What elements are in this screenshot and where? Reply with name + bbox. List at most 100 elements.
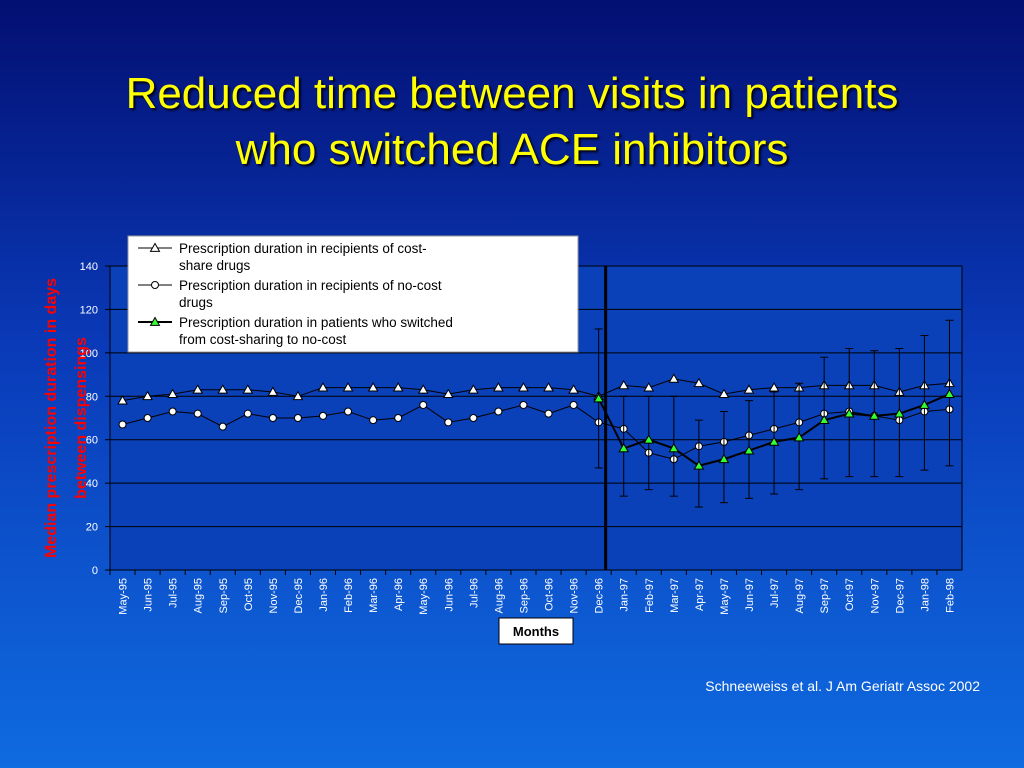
series-1-point-0 <box>117 395 128 405</box>
y-axis-ticks: 0 20 40 60 80 100 120 140 <box>80 261 110 577</box>
legend-marker-1 <box>149 242 161 252</box>
x-tick-label-Jan-97: Jan-97 <box>619 578 631 612</box>
legend: Prescription duration in recipients of c… <box>127 235 579 353</box>
x-tick-label-Feb-98: Feb-98 <box>944 578 956 613</box>
x-tick-label-Oct-97: Oct-97 <box>844 578 856 611</box>
series-1-point-23 <box>693 377 705 388</box>
series-1-point-25 <box>743 384 755 394</box>
x-tick-label-Feb-97: Feb-97 <box>644 578 656 613</box>
y-tick-label-20: 20 <box>86 522 98 534</box>
series-1-point-2 <box>167 388 179 398</box>
series-2-point-10 <box>369 416 378 425</box>
series-1-point-13 <box>442 388 454 398</box>
series-2-point-18 <box>569 400 578 409</box>
x-axis-label: Months <box>513 624 559 639</box>
legend-label-1-line-2: share drugs <box>179 258 251 273</box>
legend-label-3-line-2: from cost-sharing to no-cost <box>179 332 347 347</box>
series-1-point-14 <box>467 384 479 394</box>
series-1-point-22 <box>668 373 680 383</box>
x-tick-label-Jun-96: Jun-96 <box>443 578 455 612</box>
series-3-point-29 <box>843 408 855 418</box>
legend-label-2-line-1: Prescription duration in recipients of n… <box>179 278 442 293</box>
series-1-point-1 <box>142 390 153 401</box>
series-3-point-26 <box>768 436 780 446</box>
series-layer <box>117 319 955 508</box>
x-tick-label-May-96: May-96 <box>418 578 430 615</box>
slide-title: Reduced time between visits in patients … <box>40 66 984 178</box>
series-1-point-4 <box>217 384 229 394</box>
series-2-point-12 <box>419 400 428 409</box>
series-1-point-3 <box>192 384 204 394</box>
series-2-point-2 <box>168 407 177 416</box>
series-2-point-3 <box>193 409 202 418</box>
x-tick-label-Nov-95: Nov-95 <box>268 578 280 613</box>
series-1-point-16 <box>518 382 529 392</box>
series-1-point-18 <box>568 384 579 394</box>
x-tick-label-Dec-95: Dec-95 <box>293 578 305 613</box>
x-tick-label-Jul-96: Jul-96 <box>468 578 480 608</box>
series-2-point-17 <box>544 409 553 418</box>
y-tick-label-40: 40 <box>86 478 98 490</box>
series-2-point-14 <box>469 414 478 422</box>
x-tick-label-Jan-96: Jan-96 <box>318 578 330 612</box>
series-2 <box>118 400 954 464</box>
series-1-point-15 <box>493 382 504 392</box>
x-tick-label-Feb-96: Feb-96 <box>343 578 355 613</box>
y-axis-label-line-2: between dispensings <box>73 337 90 499</box>
series-3-point-28 <box>818 414 830 425</box>
series-2-point-7 <box>293 414 302 422</box>
series-1-point-7 <box>292 390 304 401</box>
series-2-line <box>122 404 950 460</box>
x-tick-label-May-97: May-97 <box>719 578 731 615</box>
citation: Schneeweiss et al. J Am Geriatr Assoc 20… <box>705 678 980 694</box>
series-2-point-16 <box>519 400 528 409</box>
series-3-point-22 <box>668 442 680 453</box>
legend-label-1-line-1: Prescription duration in recipients of c… <box>179 241 427 256</box>
x-tick-label-Dec-96: Dec-96 <box>594 578 606 613</box>
x-tick-label-Sep-95: Sep-95 <box>218 578 230 613</box>
series-3 <box>593 319 955 508</box>
legend-label-2-line-2: drugs <box>179 295 213 310</box>
x-tick-label-Aug-97: Aug-97 <box>794 578 806 613</box>
series-1-point-20 <box>618 379 630 390</box>
series-3-point-27 <box>793 432 805 442</box>
x-tick-label-Dec-97: Dec-97 <box>894 578 906 613</box>
series-1-point-9 <box>342 382 354 392</box>
x-tick-label-Jan-98: Jan-98 <box>919 578 931 612</box>
x-axis-label-box: Months <box>498 617 574 645</box>
x-tick-label-Apr-96: Apr-96 <box>393 578 405 611</box>
x-tick-label-Aug-96: Aug-96 <box>493 578 505 613</box>
x-tick-label-Nov-96: Nov-96 <box>569 578 581 613</box>
y-tick-label-0: 0 <box>92 565 98 577</box>
series-1-point-26 <box>768 382 780 392</box>
series-3-point-19 <box>593 392 605 403</box>
series-2-point-1 <box>143 414 152 422</box>
legend-marker-3 <box>149 316 161 326</box>
x-tick-label-Sep-97: Sep-97 <box>819 578 831 613</box>
series-2-point-15 <box>494 407 503 416</box>
x-axis-ticks: May-95 Jun-95 Jul-95 Aug-95 Sep-95 Oct-95 Nov-… <box>109 570 956 615</box>
x-tick-label-Aug-95: Aug-95 <box>193 578 205 613</box>
x-tick-label-Oct-96: Oct-96 <box>544 578 556 611</box>
legend-marker-2 <box>151 281 159 289</box>
series-3-point-31 <box>893 408 905 418</box>
series-2-point-11 <box>394 414 403 422</box>
title-line-2: who switched ACE inhibitors <box>235 125 789 174</box>
series-1-point-11 <box>392 382 404 392</box>
series-1-line <box>122 378 950 402</box>
x-tick-label-Nov-97: Nov-97 <box>869 578 881 613</box>
series-3-point-32 <box>919 399 930 409</box>
y-tick-label-80: 80 <box>86 391 98 403</box>
x-tick-label-Jun-95: Jun-95 <box>143 578 155 612</box>
series-3-point-23 <box>693 460 705 470</box>
series-2-point-13 <box>444 418 453 427</box>
y-tick-label-60: 60 <box>86 435 98 447</box>
y-tick-label-140: 140 <box>80 261 98 273</box>
series-1-point-21 <box>643 382 655 392</box>
series-2-point-8 <box>319 411 327 420</box>
series-1-point-12 <box>417 384 429 394</box>
x-tick-label-Oct-95: Oct-95 <box>243 578 255 611</box>
series-3-point-33 <box>944 388 955 398</box>
series-3-point-21 <box>643 434 655 444</box>
